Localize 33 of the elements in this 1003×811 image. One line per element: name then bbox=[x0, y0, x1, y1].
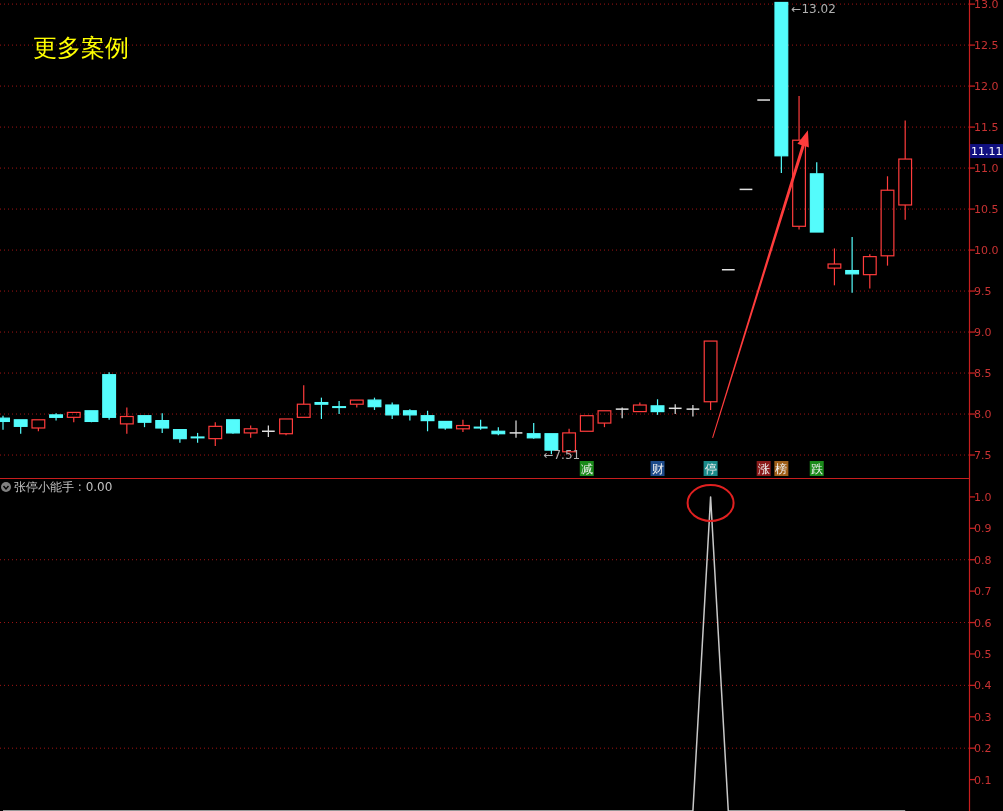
annotation: 财 bbox=[651, 462, 664, 476]
y-tick-label: 11.5 bbox=[974, 121, 999, 135]
y-tick-label: 0.3 bbox=[974, 710, 992, 724]
annotation: 跌 bbox=[810, 462, 823, 476]
text: 更多案例 bbox=[33, 34, 129, 62]
y-tick-label: 8.5 bbox=[974, 367, 992, 381]
y-tick-label: 8.0 bbox=[974, 408, 992, 422]
y-tick-label: 0.8 bbox=[974, 553, 992, 567]
y-tick-label: 0.9 bbox=[974, 522, 992, 536]
annotation: 榜 bbox=[775, 462, 788, 476]
y-tick-label: 0.6 bbox=[974, 616, 992, 630]
chart-title: 张停小能手 : 0.00 bbox=[14, 480, 113, 494]
y-tick-label: 0.7 bbox=[974, 585, 992, 599]
annotation: ←7.51 bbox=[543, 448, 581, 463]
y-tick-label: 10.0 bbox=[974, 244, 999, 258]
y-tick-label: 11.0 bbox=[974, 162, 999, 176]
y-tick-label: 7.5 bbox=[974, 449, 992, 463]
y-tick-label: 9.5 bbox=[974, 285, 992, 299]
y-tick-label: 0.2 bbox=[974, 742, 992, 756]
y-tick-label: 0.5 bbox=[974, 647, 992, 661]
y-tick-label: 0.4 bbox=[974, 679, 992, 693]
y-tick-label: 12.5 bbox=[974, 39, 999, 53]
annotation: 减 bbox=[580, 462, 593, 476]
y-tick-label: 1.0 bbox=[974, 490, 992, 504]
y-tick-label: 0.1 bbox=[974, 773, 992, 787]
y-tick-label: 12.0 bbox=[974, 80, 999, 94]
y-tick-label: 10.5 bbox=[974, 203, 999, 217]
annotation: 涨 bbox=[757, 462, 770, 476]
annotation: 停 bbox=[704, 462, 717, 476]
text: 11.11 bbox=[971, 145, 1003, 159]
annotation: ←13.02 bbox=[791, 2, 836, 17]
y-tick-label: 13.0 bbox=[974, 0, 999, 12]
y-tick-label: 9.0 bbox=[974, 326, 992, 340]
